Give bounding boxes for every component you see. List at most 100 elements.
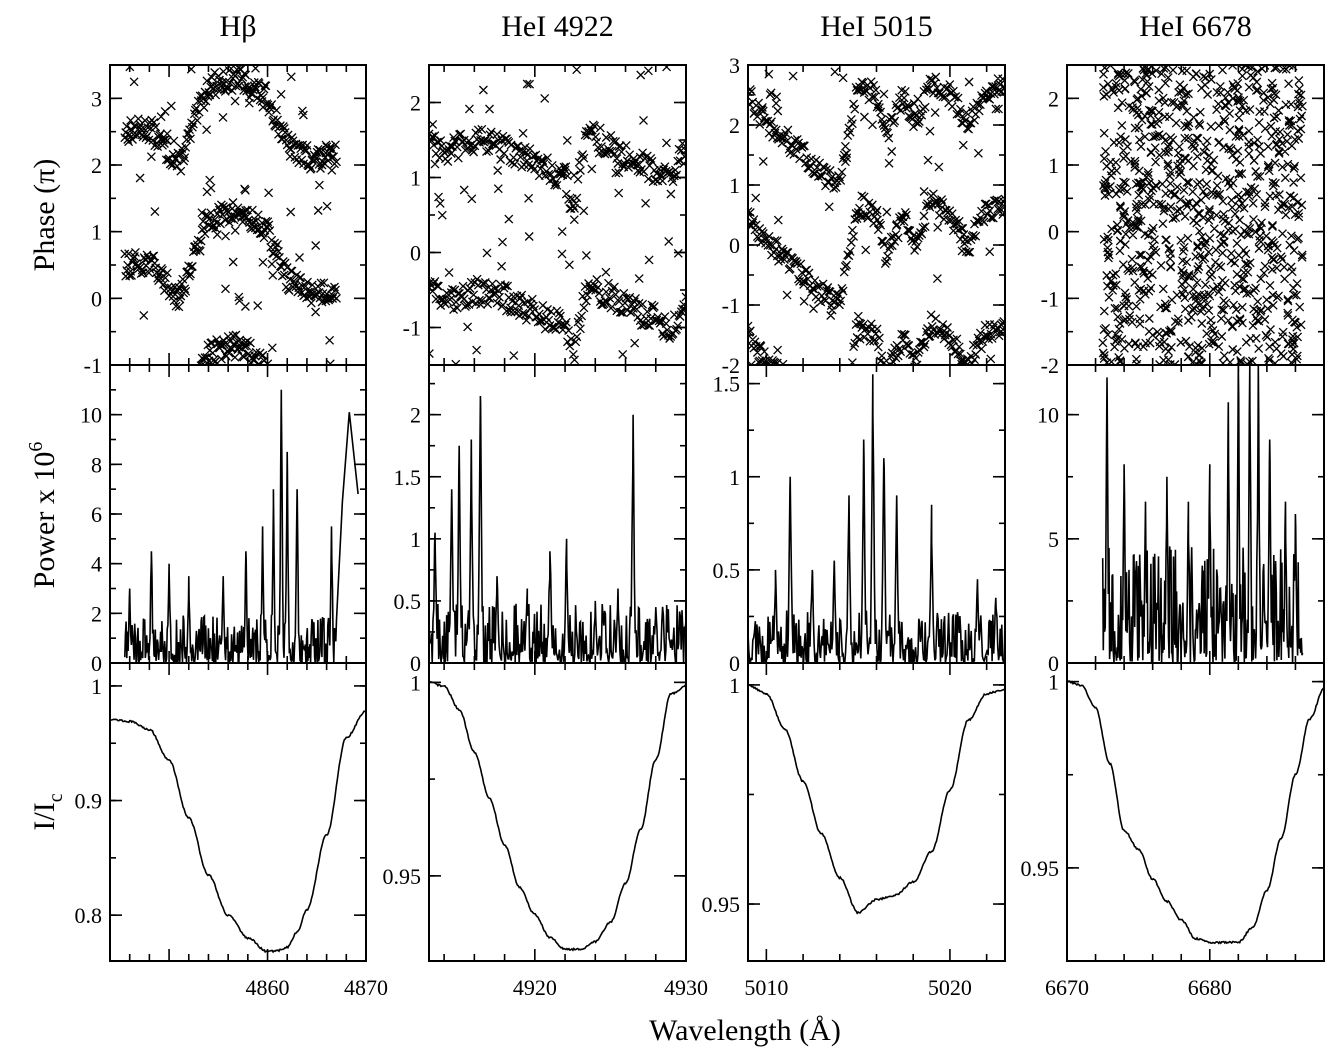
column-title: HeI 4922: [501, 10, 613, 43]
plot-area: [1101, 365, 1304, 663]
y-tick-label: 1: [729, 173, 740, 198]
x-tick-label: 5020: [928, 975, 972, 1000]
y-tick-label: -2: [1041, 353, 1059, 378]
y-tick-label: 1: [729, 673, 740, 698]
panel-phase-2: -2 -1 0 1 2 3 HeI 5015: [722, 10, 1006, 378]
y-tick-label: 0.95: [383, 864, 422, 889]
power-spectrum-line: [429, 395, 686, 663]
y-tick-label: 2: [91, 153, 102, 178]
x-tick-label: 5010: [744, 975, 788, 1000]
y-tick-label: 1: [91, 220, 102, 245]
y-tick-label: 0.5: [713, 558, 741, 583]
y-tick-label: 0: [1048, 651, 1059, 676]
phase-markers: [429, 65, 686, 365]
y-tick-label: 0: [729, 651, 740, 676]
power-spectrum-line: [1101, 365, 1304, 663]
x-tick-label: 6670: [1045, 975, 1089, 1000]
y-tick-label: -1: [403, 316, 421, 341]
power-spectrum-line: [748, 374, 1005, 663]
plot-area: [124, 389, 359, 663]
line-profile: [110, 710, 366, 954]
x-tick-label: 4870: [344, 975, 388, 1000]
plot-area: [748, 67, 1005, 365]
y-tick-label: 0: [729, 233, 740, 258]
panel-frame: [109, 662, 367, 962]
y-tick-label: 0.95: [702, 892, 741, 917]
y-tick-label: -1: [1041, 286, 1059, 311]
y-tick-label: 2: [1048, 86, 1059, 111]
x-axis-label: Wavelength (Å): [649, 1014, 841, 1047]
plot-area: [429, 65, 686, 365]
y-tick-label: -1: [722, 293, 740, 318]
y-tick-label: 3: [729, 53, 740, 78]
x-tick-label: 4860: [246, 975, 290, 1000]
panel-power-3: 0 5 10: [1037, 364, 1325, 676]
panel-profile-3: 0.95 1 6670 6680: [1021, 662, 1325, 1000]
y-tick-label: 2: [410, 403, 421, 428]
plot-area: [748, 374, 1005, 663]
panel-phase-3: -2 -1 0 1 2 HeI 6678: [1041, 10, 1325, 378]
x-tick-label: 4920: [513, 975, 557, 1000]
y-tick-label: -1: [84, 353, 102, 378]
y-tick-label: 2: [91, 601, 102, 626]
panel-phase-0: -1 0 1 2 3 Hβ: [84, 10, 367, 378]
phase-markers: [120, 65, 341, 365]
plot-area: [429, 680, 686, 952]
panel-power-2: 0 0.5 1 1.5: [713, 364, 1006, 676]
x-tick-label: 6680: [1188, 975, 1232, 1000]
panel-phase-1: -1 0 1 2 HeI 4922: [403, 10, 687, 366]
y-tick-label: 4: [91, 552, 102, 577]
y-tick-label: 0.9: [75, 789, 103, 814]
panel-frame: [1066, 662, 1325, 962]
y-tick-label: 10: [80, 403, 102, 428]
column-title: HeI 6678: [1139, 10, 1251, 43]
y-tick-label: 0: [410, 651, 421, 676]
panel-profile-2: 0.95 1 5010 5020: [702, 662, 1006, 1000]
column-title: HeI 5015: [820, 10, 932, 43]
y-tick-label: 1: [91, 674, 102, 699]
panel-frame: [109, 364, 367, 664]
y-tick-label: 2: [410, 91, 421, 116]
y-tick-label: 0.5: [394, 589, 422, 614]
y-tick-label: 0: [91, 286, 102, 311]
line-profile: [429, 680, 686, 952]
y-tick-label: 1: [1048, 153, 1059, 178]
panel-power-1: 0 0.5 1 1.5 2: [394, 364, 687, 676]
phase-markers: [748, 67, 1005, 365]
row-label-profile-main: I/I: [28, 802, 61, 830]
panel-power-0: 0 2 4 6 8 10: [80, 364, 367, 676]
line-profile: [748, 683, 1005, 915]
power-spectrum-line: [124, 389, 359, 663]
y-tick-label: 10: [1037, 403, 1059, 428]
panel-profile-0: 0.8 0.9 1 4860 4870: [75, 662, 388, 1000]
plot-area: [120, 65, 341, 365]
phase-markers: [1098, 65, 1307, 365]
plot-area: [1098, 65, 1307, 365]
y-tick-label: 1: [1048, 670, 1059, 695]
y-tick-label: 0: [91, 651, 102, 676]
plot-area: [1067, 680, 1324, 945]
plot-area: [748, 683, 1005, 915]
y-tick-label: 0: [1048, 220, 1059, 245]
y-tick-label: 2: [729, 113, 740, 138]
y-tick-label: 0: [410, 241, 421, 266]
y-tick-label: -2: [722, 353, 740, 378]
y-tick-label: 5: [1048, 527, 1059, 552]
y-tick-label: 8: [91, 452, 102, 477]
y-tick-label: 6: [91, 502, 102, 527]
y-tick-label: 1: [410, 670, 421, 695]
y-tick-label: 1: [410, 166, 421, 191]
y-tick-label: 1: [410, 527, 421, 552]
plot-area: [110, 710, 366, 954]
plot-area: [429, 395, 686, 663]
y-tick-label: 0.95: [1021, 856, 1060, 881]
row-label-power-main: Power x 10: [28, 452, 61, 589]
y-tick-label: 1.5: [394, 465, 422, 490]
panel-frame: [747, 662, 1006, 962]
row-label-profile: I/Ic: [28, 793, 67, 830]
row-label-power-exponent: 6: [25, 442, 47, 452]
line-profile: [1067, 680, 1324, 945]
column-title: Hβ: [220, 10, 257, 43]
